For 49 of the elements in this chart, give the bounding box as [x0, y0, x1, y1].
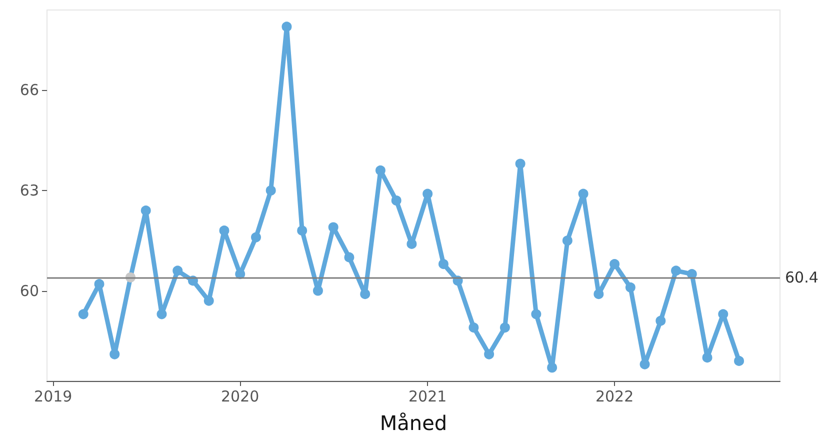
- point: [500, 322, 510, 333]
- point: [531, 309, 542, 320]
- x-tick-label: 2019: [34, 388, 72, 406]
- point: [219, 226, 230, 236]
- point: [251, 232, 261, 242]
- point: [375, 165, 386, 176]
- point: [484, 349, 494, 360]
- point: [235, 269, 246, 280]
- y-tick-label: 60: [20, 282, 39, 300]
- point: [406, 238, 417, 249]
- point: [702, 352, 712, 363]
- point: [562, 236, 572, 246]
- point: [391, 196, 402, 206]
- point: [625, 282, 636, 292]
- ref-line-label: 60.4: [785, 268, 818, 286]
- point: [78, 309, 88, 320]
- point: [610, 259, 620, 270]
- x-tick-label: 2022: [595, 388, 634, 406]
- point: [328, 222, 338, 232]
- point: [282, 22, 292, 32]
- point: [438, 259, 448, 270]
- point: [422, 188, 433, 199]
- point: [172, 266, 183, 276]
- point: [594, 289, 604, 300]
- x-tick-label: 2020: [221, 388, 260, 406]
- point: [156, 309, 167, 320]
- point: [656, 316, 666, 326]
- point: [312, 286, 323, 296]
- x-axis-title: Måned: [380, 411, 448, 435]
- point: [640, 359, 650, 370]
- y-tick-label: 66: [20, 81, 39, 100]
- point: [94, 279, 104, 290]
- point: [578, 188, 588, 199]
- point: [686, 269, 697, 280]
- point: [718, 309, 728, 320]
- point: [671, 266, 682, 276]
- point: [204, 296, 214, 306]
- point: [140, 206, 151, 216]
- point: [360, 289, 370, 300]
- point: [110, 349, 120, 360]
- point: [297, 226, 308, 236]
- point: [734, 356, 744, 366]
- point: [547, 362, 558, 373]
- x-tick-label: 2021: [408, 388, 447, 406]
- point: [515, 158, 526, 169]
- point: [266, 185, 276, 196]
- y-tick-label: 63: [20, 181, 39, 200]
- point: [468, 322, 479, 333]
- point: [344, 252, 354, 262]
